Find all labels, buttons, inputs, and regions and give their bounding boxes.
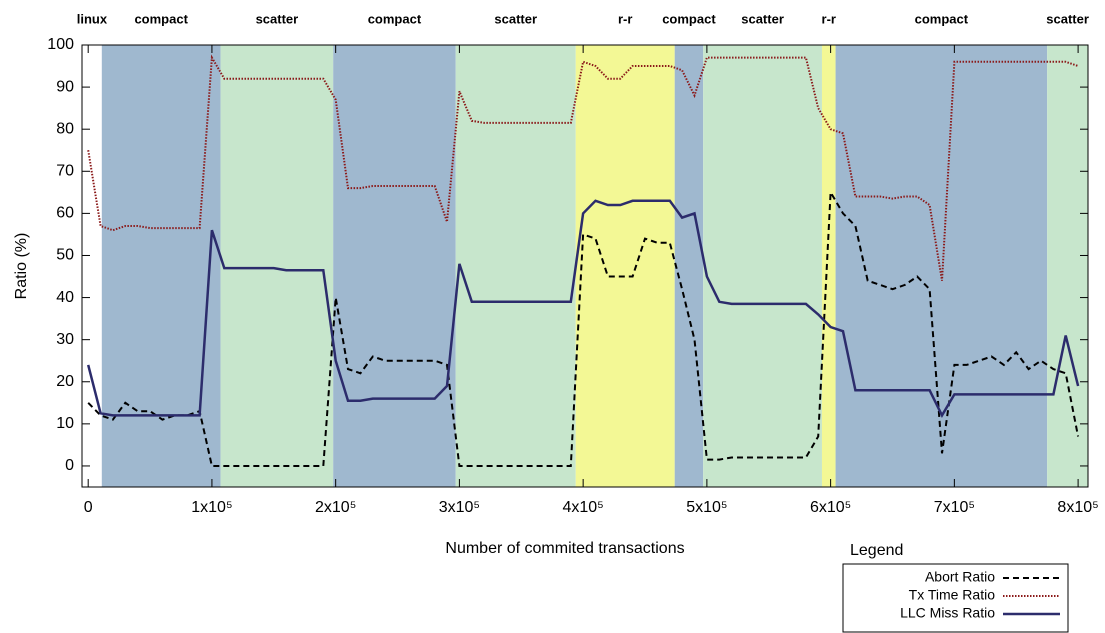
series-line	[86, 199, 1080, 419]
band-label: r-r	[618, 11, 632, 26]
legend-label: Tx Time Ratio	[909, 587, 996, 603]
y-tick-label: 0	[65, 457, 74, 474]
y-tick-label: 90	[56, 78, 74, 95]
legend-label: LLC Miss Ratio	[900, 605, 995, 621]
x-tick-label: 1x10⁵	[191, 499, 232, 516]
policy-band	[821, 45, 836, 487]
band-label: compact	[368, 11, 422, 26]
x-tick-label: 2x10⁵	[315, 499, 356, 516]
y-tick-label: 60	[56, 205, 74, 222]
policy-band	[101, 45, 221, 487]
policy-band	[333, 45, 456, 487]
y-tick-label: 70	[56, 163, 74, 180]
band-label: scatter	[256, 11, 299, 26]
policy-band	[575, 45, 675, 487]
x-tick-label: 4x10⁵	[562, 499, 603, 516]
plot-frame	[81, 44, 1089, 488]
x-tick-label: 5x10⁵	[686, 499, 727, 516]
band-label: scatter	[741, 11, 784, 26]
y-tick-label: 80	[56, 120, 74, 137]
band-label: linux	[77, 11, 108, 26]
policy-band	[220, 45, 334, 487]
y-tick-label: 50	[56, 247, 74, 264]
policy-band	[703, 45, 822, 487]
policy-band	[835, 45, 1048, 487]
x-tick-label: 6x10⁵	[810, 499, 851, 516]
band-label: scatter	[1046, 11, 1089, 26]
y-tick-label: 100	[47, 36, 74, 53]
band-label: scatter	[494, 11, 537, 26]
x-tick-label: 7x10⁵	[934, 499, 975, 516]
series-line	[87, 188, 1080, 467]
y-tick-label: 20	[56, 373, 74, 390]
x-tick-label: 0	[84, 499, 93, 516]
x-tick-label: 8x10⁵	[1057, 499, 1098, 516]
policy-band	[1047, 45, 1088, 487]
legend-title: Legend	[850, 542, 903, 559]
legend-label: Abort Ratio	[925, 569, 995, 585]
policy-band	[674, 45, 704, 487]
y-tick-label: 40	[56, 289, 74, 306]
y-axis-title: Ratio (%)	[13, 233, 30, 300]
series-line	[87, 54, 1079, 281]
x-axis-title: Number of commited transactions	[445, 540, 684, 557]
y-tick-label: 30	[56, 331, 74, 348]
band-label: compact	[134, 11, 188, 26]
y-tick-label: 10	[56, 415, 74, 432]
policy-band	[82, 45, 102, 487]
policy-band	[455, 45, 576, 487]
band-label: compact	[662, 11, 716, 26]
legend-box	[842, 563, 1069, 633]
x-tick-label: 3x10⁵	[439, 499, 480, 516]
band-label: r-r	[822, 11, 836, 26]
band-label: compact	[915, 11, 969, 26]
